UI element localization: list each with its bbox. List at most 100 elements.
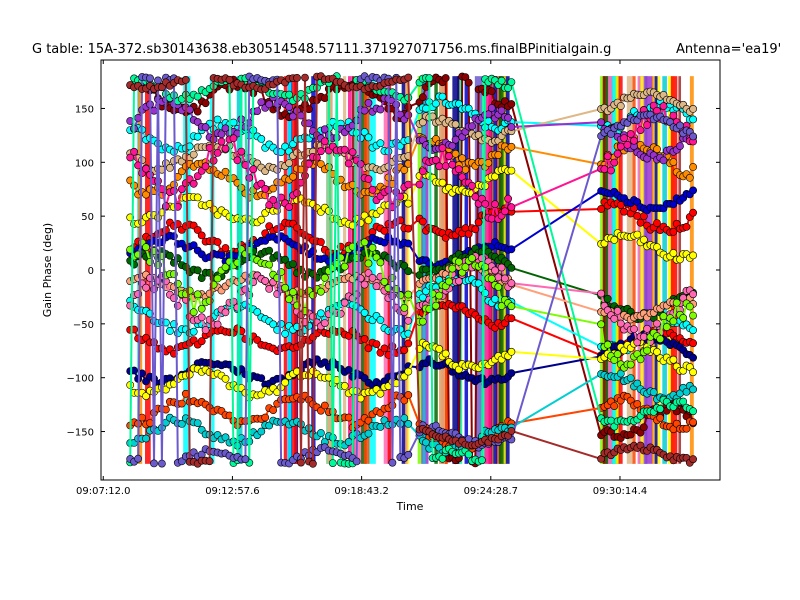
phase-wrap-bar — [600, 76, 605, 464]
data-point — [360, 308, 369, 317]
data-point — [189, 179, 198, 188]
data-point — [344, 413, 353, 422]
data-point — [441, 162, 450, 170]
data-point — [636, 126, 645, 135]
phase-wrap-bar — [626, 76, 633, 464]
data-point — [201, 123, 210, 132]
phase-wrap-bar — [502, 76, 510, 464]
data-point — [500, 207, 509, 216]
data-point — [213, 274, 222, 283]
data-point — [189, 308, 198, 317]
data-point — [491, 200, 499, 209]
data-point — [689, 290, 697, 299]
phase-wrap-bar — [145, 76, 151, 464]
data-point — [142, 434, 150, 443]
data-point — [360, 106, 369, 115]
data-point — [689, 251, 697, 260]
data-point — [364, 259, 373, 268]
data-point — [324, 206, 333, 215]
data-point — [360, 280, 369, 289]
data-point — [435, 291, 444, 300]
data-point — [649, 388, 658, 397]
data-point — [603, 152, 612, 161]
data-point — [134, 114, 142, 122]
data-point — [269, 406, 278, 414]
data-point — [685, 302, 694, 311]
data-point — [616, 102, 625, 110]
data-point — [639, 235, 648, 244]
data-point — [285, 203, 293, 211]
data-point — [653, 347, 661, 356]
data-point — [504, 194, 512, 203]
phase-wrap-bar — [287, 76, 292, 464]
data-point — [448, 141, 457, 150]
data-point — [656, 404, 665, 413]
phase-wrap-bar — [678, 76, 682, 464]
data-point — [320, 401, 329, 410]
data-point — [301, 73, 309, 82]
data-point — [265, 260, 274, 269]
data-point — [438, 92, 447, 101]
data-point — [154, 76, 162, 85]
data-point — [146, 74, 154, 83]
y-tick-label: 100 — [75, 158, 94, 169]
data-point — [372, 282, 381, 291]
data-point — [643, 121, 651, 129]
data-point — [193, 266, 202, 275]
data-point — [380, 277, 389, 286]
data-point — [653, 319, 661, 328]
data-point — [221, 308, 230, 317]
data-point — [494, 273, 503, 282]
data-point — [189, 327, 198, 336]
data-point — [504, 84, 512, 92]
data-point — [193, 107, 202, 116]
data-point — [221, 374, 230, 383]
data-point — [404, 316, 413, 325]
data-point — [205, 457, 214, 466]
data-point — [161, 202, 170, 211]
data-point — [626, 130, 635, 138]
data-point — [316, 160, 325, 168]
data-point — [217, 137, 226, 146]
data-point — [458, 154, 467, 163]
data-point — [177, 399, 186, 408]
y-tick-label: −150 — [67, 428, 94, 439]
data-point — [304, 105, 313, 114]
data-point — [643, 346, 651, 355]
phase-wrap-bar — [613, 76, 619, 464]
data-point — [431, 156, 440, 164]
data-point — [613, 350, 622, 359]
data-point — [368, 273, 377, 282]
data-point — [451, 120, 460, 129]
data-point — [221, 144, 230, 153]
data-point — [221, 167, 230, 176]
data-point — [360, 238, 369, 247]
data-point — [662, 323, 671, 331]
data-point — [177, 185, 186, 193]
phase-wrap-bar — [283, 76, 287, 464]
data-point — [201, 99, 210, 108]
data-point — [689, 105, 697, 113]
data-point — [265, 284, 274, 293]
data-point — [507, 203, 516, 212]
data-point — [689, 132, 697, 141]
data-point — [451, 149, 460, 158]
data-point — [497, 302, 506, 310]
data-point — [616, 319, 625, 328]
data-point — [679, 313, 688, 322]
data-point — [221, 244, 230, 252]
data-point — [659, 312, 668, 321]
data-point — [277, 319, 285, 328]
data-point — [454, 165, 463, 174]
data-point — [669, 200, 678, 209]
data-point — [257, 374, 266, 382]
data-point — [682, 387, 691, 396]
data-point — [142, 164, 150, 173]
data-point — [285, 103, 293, 111]
data-point — [428, 289, 437, 298]
data-point — [229, 118, 238, 127]
data-point — [481, 199, 490, 208]
data-point — [289, 260, 297, 268]
data-point — [328, 459, 337, 467]
data-point — [197, 313, 206, 322]
